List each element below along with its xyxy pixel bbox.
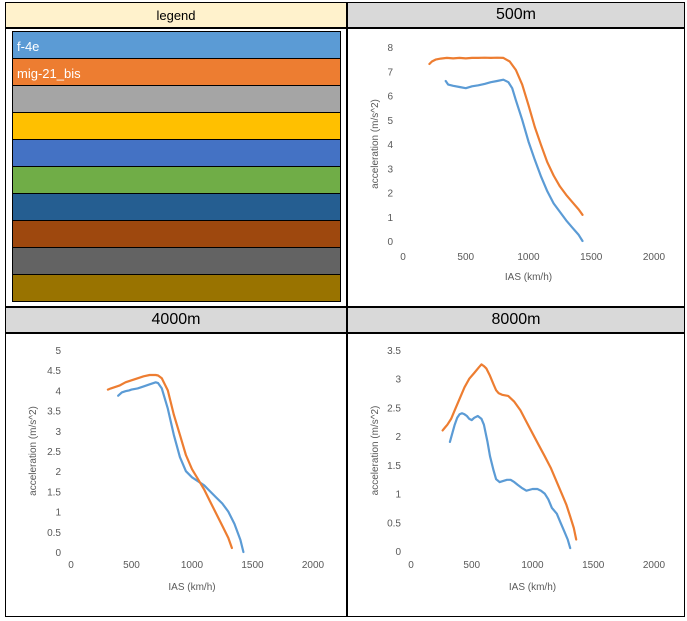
y-tick-label: 2 <box>395 432 401 443</box>
y-axis-label: acceleration (m/s^2) <box>28 406 39 496</box>
y-tick-label: 6 <box>387 92 393 103</box>
y-tick-label: 7 <box>387 67 393 78</box>
x-axis-label: IAS (km/h) <box>509 582 556 593</box>
chart-4000m-header: 4000m <box>5 307 347 333</box>
x-axis-label: IAS (km/h) <box>168 582 215 593</box>
series-line-mig-21-bis <box>428 56 584 216</box>
y-tick-label: 3.5 <box>47 407 61 418</box>
series-line-mig-21-bis <box>441 363 578 541</box>
y-tick-label: 0.5 <box>387 518 401 529</box>
y-tick-label: 4.5 <box>47 366 61 377</box>
x-tick-label: 1000 <box>521 560 544 571</box>
y-tick-label: 0 <box>395 547 401 558</box>
series-line-f-4e <box>448 412 572 550</box>
y-tick-label: 3 <box>387 164 393 175</box>
y-tick-label: 2 <box>387 189 393 200</box>
legend-swatch-3 <box>12 85 341 113</box>
legend-swatch-7 <box>12 193 341 221</box>
chart-4000m: 0 0.5 1 1.5 2 2.5 3 3.5 4 4.5 5 0 500 1000 1500 2000 IAS… <box>28 346 325 593</box>
y-axis-label: acceleration (m/s^2) <box>370 99 381 189</box>
chart-8000m-panel <box>347 333 685 617</box>
chart-8000m-title: 8000m <box>491 311 541 328</box>
x-tick-label: 1000 <box>181 560 204 571</box>
legend-swatch-5 <box>12 139 341 167</box>
legend-swatch-10 <box>12 274 341 302</box>
legend-swatch-2: mig-21_bis <box>12 58 341 86</box>
y-tick-label: 1.5 <box>47 487 61 498</box>
series-line-f-4e <box>117 381 245 554</box>
x-tick-label: 2000 <box>302 560 325 571</box>
chart-500m-panel <box>347 28 685 307</box>
y-tick-label: 8 <box>387 43 393 54</box>
legend-panel <box>5 28 347 307</box>
y-tick-label: 0 <box>55 548 61 559</box>
chart-500m-header: 500m <box>347 2 685 28</box>
x-tick-label: 0 <box>68 560 74 571</box>
legend-label: mig-21_bis <box>17 66 81 81</box>
chart-8000m: 0 0.5 1 1.5 2 2.5 3 3.5 0 500 1000 1500 2000 IAS (km/… <box>370 346 666 593</box>
y-tick-label: 1 <box>387 213 393 224</box>
y-tick-label: 0 <box>387 237 393 248</box>
x-tick-label: 0 <box>400 252 406 263</box>
y-tick-label: 2 <box>55 467 61 478</box>
x-tick-label: 500 <box>463 560 480 571</box>
y-tick-label: 2.5 <box>47 447 61 458</box>
legend-swatch-8 <box>12 220 341 248</box>
x-tick-label: 2000 <box>643 560 666 571</box>
legend-label: f-4e <box>17 39 40 54</box>
x-tick-label: 1500 <box>241 560 264 571</box>
y-tick-label: 5 <box>387 116 393 127</box>
y-tick-label: 1.5 <box>387 461 401 472</box>
x-axis-label: IAS (km/h) <box>505 272 552 283</box>
series-line-f-4e <box>444 78 584 243</box>
y-tick-label: 1 <box>55 508 61 519</box>
chart-4000m-panel <box>5 333 347 617</box>
x-tick-label: 500 <box>123 560 140 571</box>
legend-swatch-1: f-4e <box>12 31 341 59</box>
y-tick-label: 3.5 <box>387 346 401 357</box>
x-tick-label: 0 <box>408 560 414 571</box>
y-tick-label: 0.5 <box>47 528 61 539</box>
legend-header: legend <box>5 2 347 28</box>
legend-swatch-4 <box>12 112 341 140</box>
x-tick-label: 500 <box>457 252 474 263</box>
x-tick-label: 1500 <box>582 560 605 571</box>
chart-8000m-header: 8000m <box>347 307 685 333</box>
x-tick-label: 2000 <box>643 252 666 263</box>
y-axis-label: acceleration (m/s^2) <box>370 406 381 496</box>
x-tick-label: 1000 <box>517 252 540 263</box>
legend-title: legend <box>156 8 196 23</box>
y-tick-label: 3 <box>55 427 61 438</box>
y-tick-label: 2.5 <box>387 403 401 414</box>
y-tick-label: 5 <box>55 346 61 357</box>
series-line-mig-21-bis <box>106 373 233 550</box>
y-tick-label: 3 <box>395 375 401 386</box>
chart-4000m-title: 4000m <box>151 311 201 328</box>
y-tick-label: 4 <box>55 386 61 397</box>
x-tick-label: 1500 <box>580 252 603 263</box>
chart-500m-title: 500m <box>495 6 537 23</box>
chart-500m: 0 1 2 3 4 5 6 7 8 0 500 1000 1500 2000 IAS (km/h) accel… <box>370 43 666 283</box>
legend-swatch-6 <box>12 166 341 194</box>
y-tick-label: 1 <box>395 490 401 501</box>
legend-swatch-9 <box>12 247 341 275</box>
y-tick-label: 4 <box>387 140 393 151</box>
